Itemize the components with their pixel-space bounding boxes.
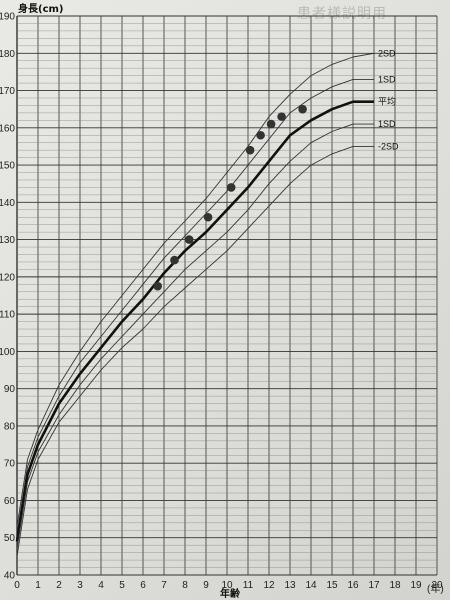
x-tick-label: 1 [35,580,41,591]
curve-label: 2SD [378,48,396,58]
curve-label: 平均 [378,96,396,107]
y-tick-label: 170 [0,86,15,97]
x-tick-label: 14 [305,580,317,591]
y-tick-labels: 40 50 60 70 80 90 100 110 120 130 140 150 160 170 180 1… [0,12,15,582]
y-tick-label: 160 [0,123,15,134]
x-tick-labels: 0 1 2 3 4 5 6 7 8 9 10 11 12 13 14 15 16 17 18 19 20 [14,580,443,591]
y-tick-label: 90 [4,384,16,395]
x-axis-unit: (年) [427,582,444,595]
measurement-point [245,145,255,155]
x-tick-label: 11 [243,580,254,591]
curve-label: -2SD [378,141,399,151]
y-tick-label: 180 [0,49,15,60]
curve-labels: 2SD 1SD 平均 1SD -2SD [378,48,399,151]
y-tick-label: 140 [0,198,15,209]
measurement-point [256,130,265,140]
measurement-point [277,112,286,121]
x-tick-label: 7 [161,580,167,591]
x-tick-label: 8 [182,580,188,591]
measurement-points [153,104,307,291]
x-tick-label: 19 [410,580,422,591]
y-tick-label: 70 [4,459,16,470]
y-tick-label: 150 [0,161,15,172]
y-tick-label: 190 [0,12,15,23]
curve-label: 1SD [378,119,396,129]
measurement-point [203,212,213,222]
y-tick-label: 110 [0,310,15,321]
measurement-point [153,281,162,291]
reference-curves [15,52,375,557]
x-tick-label: 12 [263,580,275,591]
y-tick-label: 130 [0,235,15,246]
measurement-point [266,119,276,129]
y-tick-label: 40 [4,571,16,582]
measurement-point [226,183,236,192]
y-tick-label: 60 [4,496,16,507]
x-tick-label: 5 [119,580,125,591]
x-tick-label: 2 [56,580,62,591]
measurement-point [298,104,307,114]
curve-mean [15,100,374,542]
curve-minus-1sd [16,123,374,549]
curve-1sd [16,78,374,535]
grid-lines [16,15,438,576]
curve-label: 1SD [378,74,396,84]
x-tick-label: 17 [368,580,380,591]
x-tick-label: 9 [203,580,209,591]
x-tick-label: 3 [77,580,83,591]
y-tick-label: 80 [4,421,16,432]
curve-minus-2sd [16,145,374,557]
x-tick-label: 6 [140,580,146,591]
y-tick-label: 120 [0,272,15,283]
x-tick-label: 18 [389,580,401,591]
banner-text: 患者様説明用 [297,6,387,22]
x-tick-label: 16 [347,580,359,591]
measurement-point [170,255,179,265]
x-tick-label: 15 [326,580,338,591]
y-tick-label: 100 [0,347,15,358]
y-axis-title: 身長(cm) [18,2,64,15]
curve-2sd [16,52,375,527]
x-tick-label: 20 [431,580,443,591]
y-tick-label: 50 [4,533,16,544]
x-tick-label: 0 [14,580,20,591]
x-tick-label: 10 [221,580,233,591]
x-tick-label: 4 [98,580,104,591]
x-tick-label: 13 [284,580,296,591]
measurement-point [184,235,194,244]
x-axis-title: 年齢 [220,587,241,600]
